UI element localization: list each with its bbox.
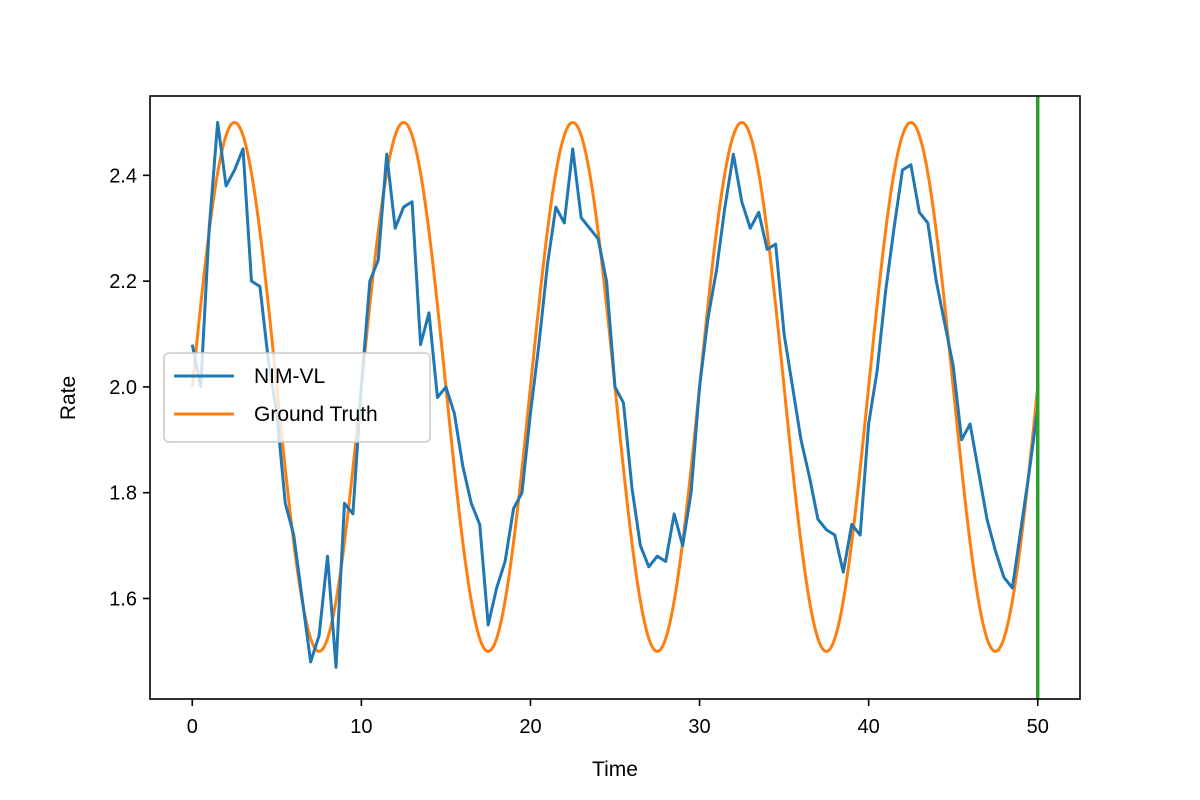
y-tick-label: 2.0 xyxy=(109,377,137,399)
y-tick-label: 2.2 xyxy=(109,271,137,293)
y-tick-label: 1.8 xyxy=(109,483,137,505)
y-tick-label: 1.6 xyxy=(109,589,137,611)
x-tick-label: 40 xyxy=(858,716,880,738)
x-tick-label: 0 xyxy=(187,716,198,738)
x-tick-label: 30 xyxy=(688,716,710,738)
y-axis-ticks: 1.6 1.8 2.0 2.2 2.4 xyxy=(109,165,150,611)
x-axis-ticks: 0 10 20 30 40 50 xyxy=(187,699,1049,738)
x-tick-label: 20 xyxy=(519,716,541,738)
legend-label-nim-vl: NIM-VL xyxy=(254,365,325,388)
legend-label-ground-truth: Ground Truth xyxy=(254,403,378,426)
axes-frame xyxy=(149,95,1081,700)
legend: NIM-VL Ground Truth xyxy=(163,352,431,443)
y-axis-label: Rate xyxy=(57,376,80,420)
series-line-nim-vl xyxy=(190,120,1040,669)
x-axis-label: Time xyxy=(592,758,638,781)
x-tick-label: 10 xyxy=(350,716,372,738)
x-tick-label: 50 xyxy=(1027,716,1049,738)
series-group xyxy=(190,120,1040,669)
y-tick-label: 2.4 xyxy=(109,165,137,187)
plot-area xyxy=(190,96,1040,699)
